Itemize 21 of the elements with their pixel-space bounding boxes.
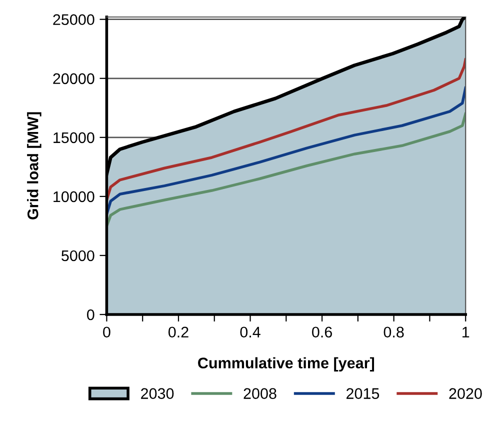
y-tick-label: 20000 (53, 73, 94, 84)
line-series (106, 58, 466, 202)
x-tick-label: 0.4 (240, 326, 260, 338)
line-series (106, 112, 466, 228)
legend-label: 2015 (346, 388, 380, 399)
x-axis-title: Cummulative time [year] (198, 357, 374, 372)
legend-label: 2008 (244, 388, 276, 399)
y-tick-label: 5000 (62, 250, 94, 262)
legend-label: 2020 (449, 388, 482, 399)
y-tick-label: 10000 (54, 191, 94, 202)
y-axis-title: Grid load [MW] (27, 112, 42, 220)
x-tick-label: 1 (462, 326, 470, 338)
y-tick-label: 25000 (53, 14, 94, 26)
y-tick-label: 15000 (54, 132, 94, 144)
x-tick-label: 0 (103, 326, 110, 338)
x-tick-label: 0.2 (168, 326, 188, 338)
x-tick-label: 0.6 (312, 326, 332, 338)
x-tick-label: 0.8 (384, 326, 404, 338)
line-series (106, 86, 466, 216)
legend-label: 2030 (141, 388, 174, 399)
y-tick-label: 0 (86, 309, 94, 320)
